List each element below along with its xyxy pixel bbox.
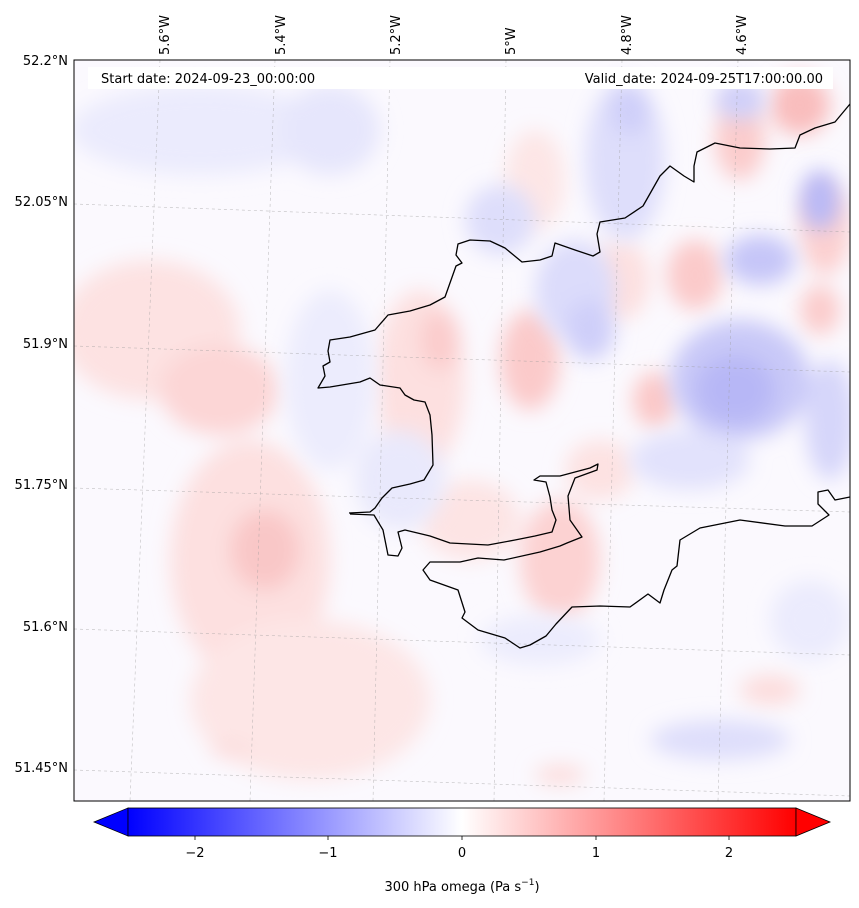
header-band — [88, 67, 833, 89]
map-frame — [73, 59, 851, 802]
colorbar-tick-0: 0 — [458, 846, 466, 861]
colorbar-tick-neg2: −2 — [185, 846, 204, 861]
colorbar-tick-1: 1 — [592, 846, 600, 861]
lon-label-5-4w: 5.4°W — [274, 15, 289, 55]
colorbar: −2 −1 0 1 2 300 hPa omega (Pa s−1) — [92, 807, 832, 895]
latitude-labels: 52.2°N 52.05°N 51.9°N 51.75°N 51.6°N 51.… — [15, 54, 68, 776]
colorbar-label-prefix: 300 hPa omega (Pa s — [384, 880, 521, 895]
coastline — [317, 103, 850, 649]
colorbar-extend-min — [92, 807, 129, 837]
lon-label-4-8w: 4.8°W — [620, 15, 635, 55]
colorbar-label-exponent: −1 — [521, 878, 534, 888]
omega-field-map — [74, 60, 850, 801]
lat-label-51-9n: 51.9°N — [23, 337, 68, 352]
lat-label-51-45n: 51.45°N — [15, 761, 68, 776]
lat-label-51-75n: 51.75°N — [15, 478, 68, 493]
colorbar-label-suffix: ) — [534, 880, 539, 895]
colorbar-body — [127, 807, 797, 837]
colorbar-ticks — [194, 836, 730, 840]
lon-label-4-6w: 4.6°W — [735, 15, 750, 55]
lat-label-51-6n: 51.6°N — [23, 620, 68, 635]
longitude-labels: 5.6°W 5.4°W 5.2°W 5°W 4.8°W 4.6°W — [158, 15, 750, 55]
colorbar-tick-2: 2 — [725, 846, 733, 861]
coastline-south — [349, 463, 850, 649]
colorbar-label: 300 hPa omega (Pa s−1) — [384, 878, 539, 895]
positive-omega-regions — [74, 75, 850, 785]
colorbar-tick-neg1: −1 — [318, 846, 337, 861]
lat-label-52-05n: 52.05°N — [15, 195, 68, 210]
gridlines — [74, 60, 850, 801]
lon-label-5w: 5°W — [504, 27, 519, 55]
start-date-label: Start date: 2024-09-23_00:00:00 — [101, 72, 315, 87]
lon-label-5-2w: 5.2°W — [389, 15, 404, 55]
valid-date-label: Valid_date: 2024-09-25T17:00:00.00 — [585, 72, 823, 87]
lat-label-52-2n: 52.2°N — [23, 54, 68, 69]
colorbar-extend-max — [795, 807, 832, 837]
coastline-north — [317, 103, 850, 514]
lon-label-5-6w: 5.6°W — [158, 15, 173, 55]
